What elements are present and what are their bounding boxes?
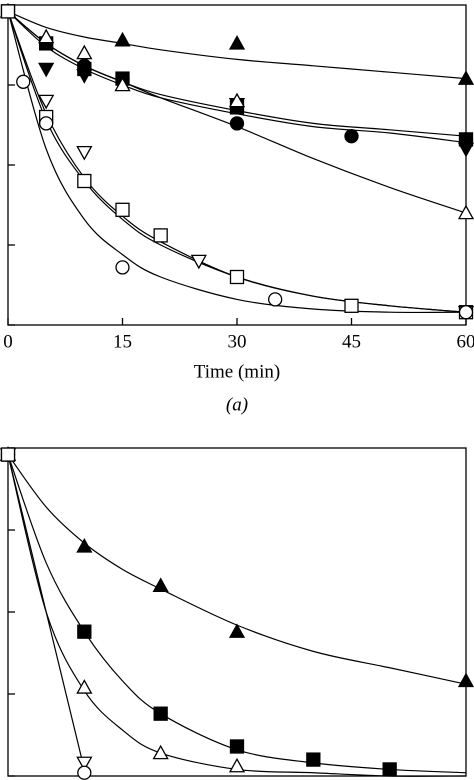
marker xyxy=(228,757,246,773)
marker xyxy=(38,62,55,78)
marker xyxy=(306,752,321,767)
fit-curve xyxy=(7,454,85,770)
marker xyxy=(458,132,474,147)
marker xyxy=(115,260,130,275)
fit-curve xyxy=(7,454,467,685)
fit-curve xyxy=(7,10,467,80)
marker xyxy=(153,228,168,243)
marker xyxy=(77,624,92,639)
marker xyxy=(16,74,31,89)
plot-frame xyxy=(7,447,467,777)
marker xyxy=(76,44,93,60)
marker xyxy=(77,765,92,780)
marker xyxy=(0,447,16,462)
marker xyxy=(457,70,474,85)
marker xyxy=(458,305,474,320)
marker xyxy=(115,202,130,217)
marker xyxy=(228,92,246,108)
marker xyxy=(457,672,474,688)
marker xyxy=(76,756,93,772)
marker xyxy=(228,35,246,50)
x-tick-label: 0 xyxy=(3,331,13,352)
fit-curve xyxy=(7,10,467,214)
marker xyxy=(38,94,55,110)
caption: (a) xyxy=(226,394,248,415)
marker xyxy=(344,298,359,313)
marker xyxy=(76,145,93,161)
fit-curve xyxy=(7,454,467,774)
x-tick-label: 60 xyxy=(457,331,474,352)
fit-curve xyxy=(7,11,467,314)
fit-curve xyxy=(7,454,467,777)
marker xyxy=(38,28,55,44)
marker xyxy=(457,204,474,220)
marker xyxy=(229,116,245,131)
marker xyxy=(76,679,93,694)
x-axis-label: Time (min) xyxy=(194,361,280,382)
marker xyxy=(344,129,359,144)
marker xyxy=(76,538,93,553)
marker xyxy=(114,76,131,92)
x-tick-label: 15 xyxy=(113,331,132,352)
marker xyxy=(229,739,245,754)
marker xyxy=(190,254,207,270)
fit-curve xyxy=(7,11,467,313)
x-tick-label: 45 xyxy=(342,331,361,352)
marker xyxy=(39,116,54,131)
marker xyxy=(77,58,92,73)
marker xyxy=(153,706,168,721)
x-tick-label: 30 xyxy=(228,331,247,352)
marker xyxy=(152,577,169,593)
marker xyxy=(229,269,245,285)
marker xyxy=(114,31,131,47)
marker xyxy=(0,4,16,19)
marker xyxy=(382,762,397,777)
fit-curve xyxy=(7,11,467,313)
marker xyxy=(77,173,92,189)
fit-curve xyxy=(7,10,467,144)
marker xyxy=(268,292,283,307)
marker xyxy=(228,623,246,638)
marker xyxy=(152,744,169,760)
